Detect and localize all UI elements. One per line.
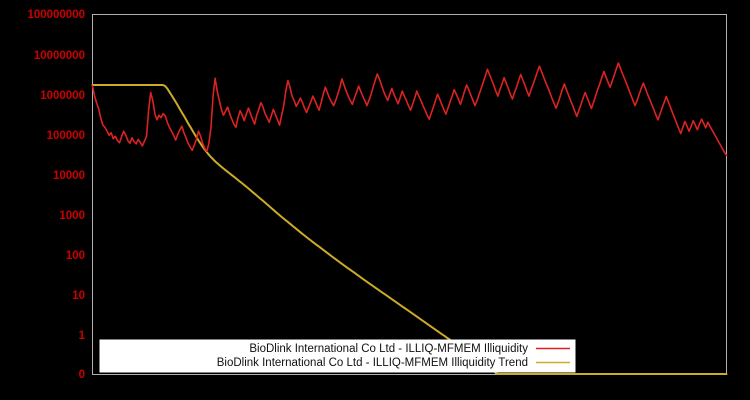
illiquidity-line-series bbox=[91, 62, 728, 157]
y-axis-tick-label: 10 bbox=[72, 290, 85, 302]
y-axis-tick-label: 10000 bbox=[53, 170, 85, 182]
y-axis-tick-label: 100000000 bbox=[27, 9, 85, 21]
y-axis-tick-label: 100 bbox=[66, 250, 85, 262]
y-axis-tick-label: 100000 bbox=[47, 130, 85, 142]
y-axis-tick-label: 1 bbox=[79, 330, 86, 342]
plot-area-border bbox=[92, 14, 727, 375]
legend-entry-label-1: BioDlink International Co Ltd - ILLIQ-MF… bbox=[217, 357, 528, 369]
legend-background bbox=[99, 339, 576, 373]
y-axis-tick-labels: 1000000001000000010000001000001000010001… bbox=[27, 9, 85, 381]
plot-series-group bbox=[91, 62, 728, 375]
legend-entry-label-0: BioDlink International Co Ltd - ILLIQ-MF… bbox=[249, 343, 528, 355]
y-axis-tick-label: 1000 bbox=[59, 210, 85, 222]
y-axis-tick-label: 10000000 bbox=[34, 50, 85, 62]
y-axis-tick-label: 1000000 bbox=[40, 90, 85, 102]
trend-line-series bbox=[91, 84, 728, 375]
y-axis-tick-label: 0 bbox=[79, 369, 85, 381]
chart-legend[interactable]: BioDlink International Co Ltd - ILLIQ-MF… bbox=[99, 339, 576, 373]
